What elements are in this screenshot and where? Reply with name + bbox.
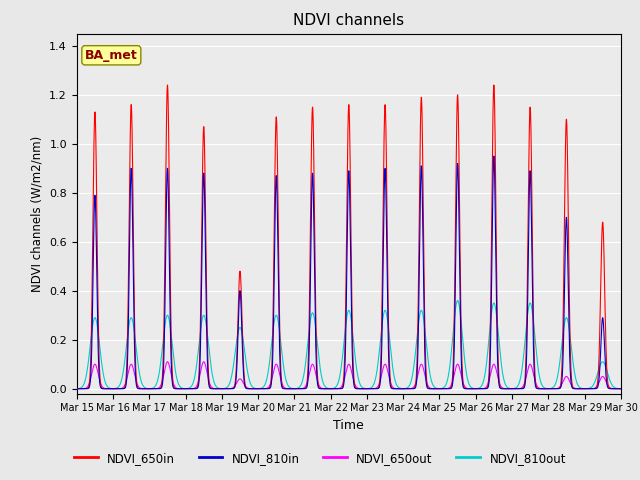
Y-axis label: NDVI channels (W/m2/nm): NDVI channels (W/m2/nm) [31, 135, 44, 292]
Title: NDVI channels: NDVI channels [293, 13, 404, 28]
Text: BA_met: BA_met [85, 49, 138, 62]
Legend: NDVI_650in, NDVI_810in, NDVI_650out, NDVI_810out: NDVI_650in, NDVI_810in, NDVI_650out, NDV… [69, 447, 571, 469]
X-axis label: Time: Time [333, 419, 364, 432]
